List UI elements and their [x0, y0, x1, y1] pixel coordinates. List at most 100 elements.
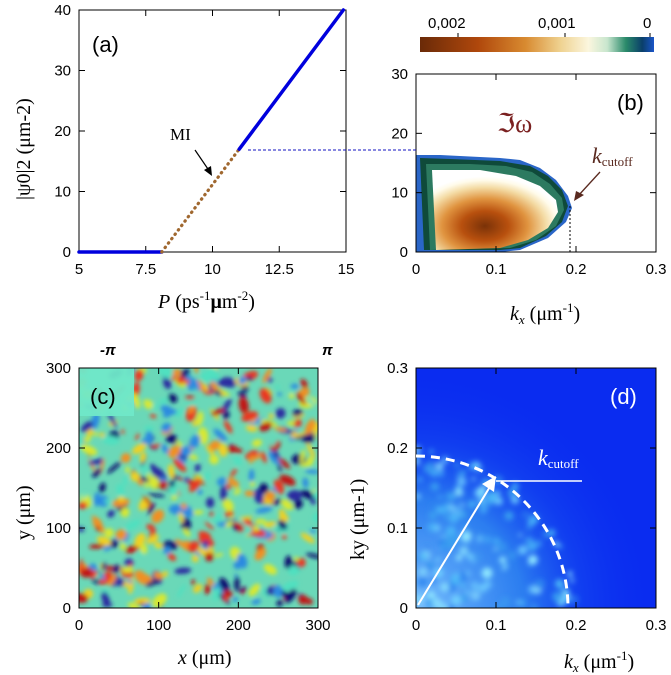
- phase-blob: [218, 443, 228, 457]
- phase-blob: [205, 497, 215, 508]
- phase-blob: [148, 529, 157, 538]
- phase-blob: [270, 437, 278, 448]
- phase-blob: [80, 421, 93, 433]
- phase-blob: [219, 485, 227, 502]
- phase-blob: [230, 468, 238, 478]
- x-tick-label: 0: [412, 617, 420, 634]
- phase-blob: [278, 457, 291, 469]
- spectrum-speckle: [437, 494, 443, 500]
- spectrum-speckle: [454, 572, 461, 580]
- phase-blob: [300, 449, 306, 464]
- phase-blob: [127, 579, 133, 584]
- phase-blob: [189, 478, 202, 493]
- spectrum-speckle: [534, 578, 546, 590]
- phase-blob: [88, 459, 102, 465]
- k-vector-arrow: [417, 476, 496, 606]
- phase-blob: [278, 509, 286, 516]
- spectrum-speckle: [519, 600, 526, 606]
- phase-blob: [238, 516, 254, 520]
- phase-blob: [300, 490, 314, 500]
- phase-blob: [244, 490, 255, 497]
- phase-blob: [262, 368, 272, 384]
- phase-blob: [117, 496, 125, 502]
- spectrum-speckle: [569, 594, 579, 605]
- colorbar-c-minus-pi: -π: [100, 342, 116, 359]
- phase-blob: [238, 396, 249, 414]
- phase-blob: [196, 411, 204, 427]
- phase-blob: [260, 586, 270, 598]
- phase-blob: [156, 467, 167, 479]
- phase-blob: [123, 532, 130, 543]
- k-cutoff-b-arrow: [574, 171, 601, 201]
- phase-blob: [222, 590, 234, 597]
- phase-blob: [120, 542, 126, 551]
- phase-blob: [207, 368, 220, 381]
- cutoff-circle: [415, 454, 570, 609]
- phase-blob: [307, 456, 314, 464]
- spectrum-speckle: [455, 471, 463, 479]
- phase-blob: [282, 534, 287, 540]
- svg-text:x (μm): x (μm): [177, 647, 232, 669]
- spectrum-speckle: [430, 482, 440, 492]
- phase-blob: [273, 584, 283, 598]
- phase-blob: [168, 480, 175, 488]
- phase-blob: [297, 558, 306, 568]
- panel-b-xlabel: kx (μm-1): [510, 300, 580, 327]
- phase-blob: [188, 405, 195, 414]
- phase-blob: [284, 589, 297, 603]
- phase-blob: [101, 591, 110, 606]
- spectrum-speckle: [435, 462, 444, 471]
- phase-blob: [273, 498, 282, 506]
- phase-blob: [150, 443, 161, 449]
- phase-blob: [168, 393, 178, 403]
- phase-blob: [306, 397, 315, 406]
- mi-annotation: MI: [170, 125, 191, 144]
- spectrum-speckle: [427, 522, 437, 532]
- spectrum-speckle: [495, 490, 501, 496]
- phase-blob: [162, 411, 172, 418]
- spectrum-speckle: [516, 599, 521, 605]
- panel-d-spectrum: [416, 368, 656, 608]
- phase-blob: [121, 429, 125, 435]
- y-tick-label: 40: [54, 2, 71, 19]
- phase-blob: [175, 440, 184, 447]
- phase-blob: [180, 445, 192, 457]
- im-omega-annotation: ℑω: [497, 109, 532, 138]
- phase-blob: [248, 583, 261, 597]
- phase-blob: [233, 456, 242, 466]
- phase-blob: [177, 583, 186, 599]
- y-tick-label: 0: [63, 600, 71, 617]
- panel-a-ticks: 5 7.5 10 12.5 15 0 10 20 30 40: [54, 2, 354, 278]
- phase-blob: [173, 458, 187, 473]
- phase-blob: [167, 553, 177, 562]
- svg-text:kcutoff: kcutoff: [592, 143, 633, 169]
- spectrum-speckle: [456, 476, 467, 487]
- phase-blob: [99, 432, 105, 438]
- phase-blob: [178, 511, 184, 524]
- phase-blob: [168, 445, 181, 458]
- spectrum-speckle: [461, 530, 472, 542]
- spectrum-speckle: [479, 499, 491, 510]
- phase-blob: [107, 510, 115, 518]
- k-cutoff-b-annotation: kcutoff: [592, 143, 633, 169]
- phase-blob: [140, 543, 148, 554]
- spectrum-speckle: [525, 526, 532, 532]
- spectrum-speckle: [432, 598, 442, 608]
- phase-blob: [288, 392, 295, 399]
- phase-blob: [191, 554, 199, 563]
- spectrum-speckle: [416, 445, 422, 455]
- phase-blob: [162, 571, 168, 577]
- colorbar-c-plus-pi: π: [322, 342, 333, 359]
- panel-d: 0 0.1 0.2 0.3 0 0.1 0.2 0.3 (d) kcutoff kx (μm-…: [347, 360, 666, 675]
- x-tick-label: 0: [75, 617, 83, 634]
- x-tick-label: 0.1: [486, 617, 507, 634]
- spectrum-speckle: [506, 604, 513, 608]
- y-tick-label: 100: [46, 520, 71, 537]
- panel-b-frame: [415, 73, 657, 253]
- phase-blob: [254, 518, 263, 525]
- phase-blob: [202, 540, 209, 547]
- phase-blob: [293, 418, 302, 428]
- y-tick-label: 0: [400, 600, 408, 617]
- phase-blob: [205, 444, 216, 457]
